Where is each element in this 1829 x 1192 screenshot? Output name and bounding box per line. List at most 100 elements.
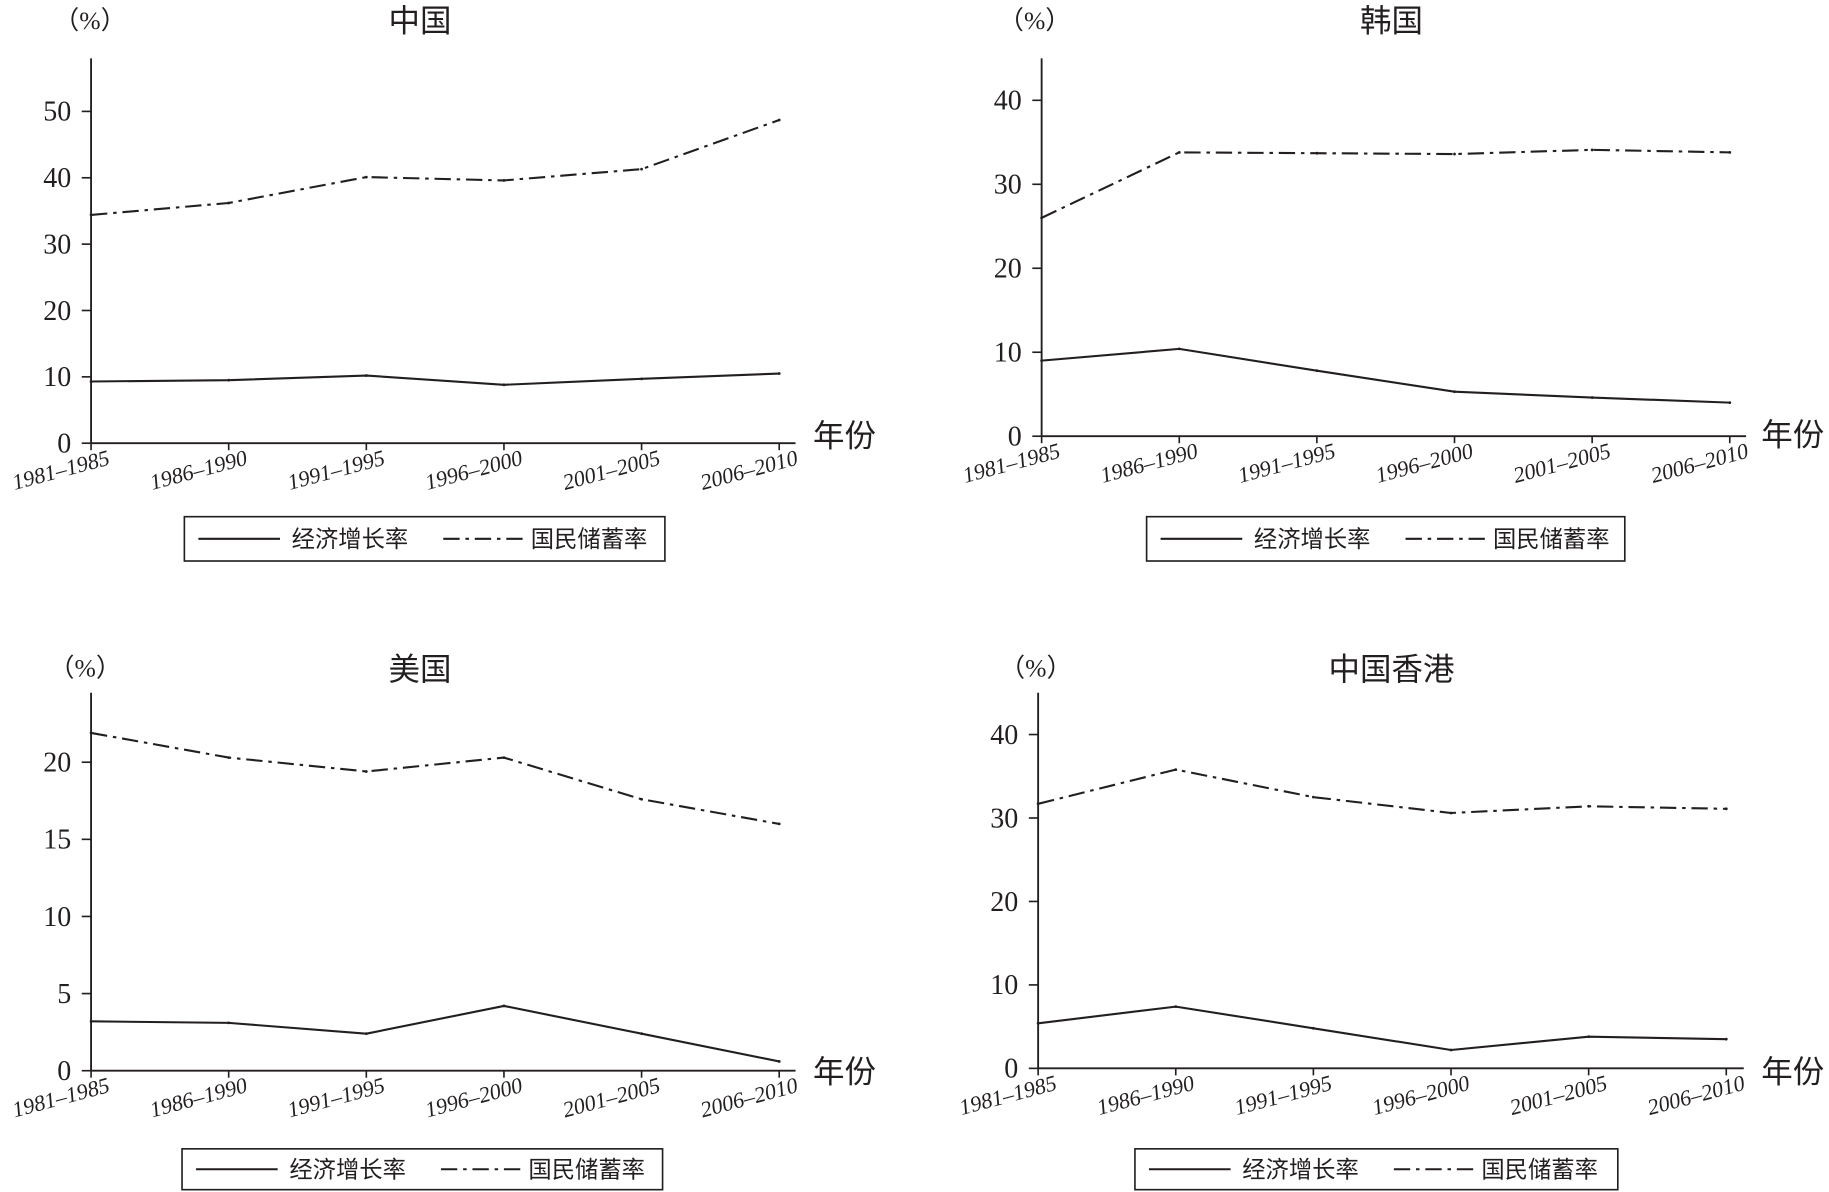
data-point — [1453, 390, 1456, 394]
data-point — [1174, 768, 1178, 771]
y-tick-label: 0 — [57, 1056, 71, 1087]
data-point — [1315, 369, 1319, 373]
data-point — [1174, 1005, 1178, 1009]
data-point — [502, 383, 506, 387]
y-tick-label: 20 — [990, 887, 1018, 918]
y-tick-label: 30 — [994, 170, 1022, 201]
y-tick-label: 0 — [1008, 422, 1022, 453]
legend: 经济增长率 国民储蓄率 — [1145, 515, 1626, 562]
y-tick-label: 20 — [43, 748, 71, 779]
x-axis-label: 年份 — [1761, 1054, 1824, 1089]
legend-label: 国民储蓄率 — [1493, 526, 1610, 553]
y-tick-label: 20 — [994, 254, 1022, 285]
legend: 经济增长率 国民储蓄率 — [181, 1148, 664, 1191]
legend-label: 经济增长率 — [292, 526, 409, 553]
series-line-savings-rate — [90, 119, 780, 216]
series-line-growth-rate — [1038, 1005, 1727, 1052]
series-line-savings-rate — [1037, 768, 1727, 815]
x-tick-label: 1991–1995 — [1235, 438, 1338, 488]
y-tick-label: 10 — [990, 970, 1018, 1001]
data-point — [640, 797, 643, 801]
legend-label: 经济增长率 — [289, 1156, 406, 1183]
y-tick-label: 40 — [990, 720, 1018, 751]
data-point — [1590, 148, 1594, 152]
data-point — [1315, 151, 1319, 155]
legend-label: 国民储蓄率 — [1481, 1156, 1598, 1183]
y-axis-unit-label: （%） — [54, 6, 127, 35]
data-point — [227, 378, 231, 382]
data-point — [89, 380, 93, 383]
data-point — [502, 1004, 506, 1008]
x-tick-label: 1991–1995 — [285, 1072, 388, 1122]
y-tick-label: 30 — [43, 229, 71, 260]
data-point — [1040, 216, 1044, 220]
data-point — [1724, 1037, 1728, 1041]
y-tick-label: 40 — [994, 86, 1022, 117]
y-axis-unit-label: （%） — [49, 653, 122, 682]
x-tick-label: 1996–2000 — [1373, 438, 1476, 488]
y-tick-label: 10 — [43, 902, 71, 933]
data-point — [1311, 795, 1315, 799]
data-point — [364, 175, 368, 179]
data-point — [1587, 1035, 1591, 1039]
y-tick-label: 30 — [990, 803, 1018, 834]
x-tick-label: 2001–2005 — [560, 1072, 663, 1122]
data-point — [640, 167, 643, 171]
y-tick-label: 5 — [57, 979, 71, 1010]
x-tick-label: 1986–1990 — [147, 445, 250, 495]
legend-label: 国民储蓄率 — [531, 526, 648, 553]
x-tick-label: 1986–1990 — [1098, 438, 1201, 488]
y-tick-label: 40 — [43, 163, 71, 194]
data-point — [640, 377, 643, 381]
y-tick-label: 15 — [43, 825, 71, 856]
x-tick-label: 1996–2000 — [1369, 1070, 1472, 1120]
x-tick-label: 1991–1995 — [285, 445, 388, 495]
y-axis-unit-label: （%） — [999, 653, 1072, 682]
data-point — [1453, 152, 1456, 156]
y-tick-label: 10 — [43, 362, 71, 393]
data-point — [227, 1021, 231, 1025]
series-line-growth-rate — [1041, 347, 1730, 404]
data-point — [89, 1019, 93, 1023]
data-point — [777, 118, 781, 122]
chart-title: 中国 — [388, 3, 451, 38]
x-tick-label: 2001–2005 — [1507, 1070, 1610, 1120]
x-tick-label: 2006–2010 — [698, 445, 801, 495]
series-line-savings-rate — [1041, 148, 1730, 219]
data-point — [1449, 1048, 1453, 1052]
data-point — [364, 1032, 368, 1036]
series-line-savings-rate — [90, 731, 780, 825]
data-point — [1036, 1021, 1040, 1025]
x-tick-label: 2006–2010 — [1645, 1070, 1748, 1120]
data-point — [89, 213, 93, 217]
data-point — [777, 1060, 781, 1063]
data-point — [1040, 359, 1044, 363]
series-line-growth-rate — [91, 1004, 780, 1063]
y-tick-label: 20 — [43, 296, 71, 327]
data-point — [1311, 1026, 1315, 1030]
legend-label: 经济增长率 — [1242, 1156, 1359, 1183]
x-tick-label: 2001–2005 — [1510, 438, 1613, 488]
x-tick-label: 1996–2000 — [422, 1072, 525, 1122]
data-point — [227, 756, 231, 759]
data-point — [1587, 804, 1591, 808]
data-point — [1177, 150, 1181, 154]
chart-title: 美国 — [388, 652, 451, 687]
legend-label: 国民储蓄率 — [528, 1156, 645, 1183]
x-axis-label: 年份 — [813, 419, 876, 454]
x-axis-label: 年份 — [813, 1054, 876, 1089]
data-point — [640, 1032, 643, 1036]
legend: 经济增长率 国民储蓄率 — [1134, 1148, 1619, 1191]
data-point — [1590, 396, 1594, 399]
data-point — [1177, 347, 1181, 351]
data-point — [777, 372, 781, 375]
x-tick-label: 1986–1990 — [1094, 1070, 1197, 1120]
x-tick-label: 2006–2010 — [1648, 438, 1751, 488]
x-tick-label: 1986–1990 — [147, 1072, 250, 1122]
series-line-growth-rate — [91, 372, 780, 386]
